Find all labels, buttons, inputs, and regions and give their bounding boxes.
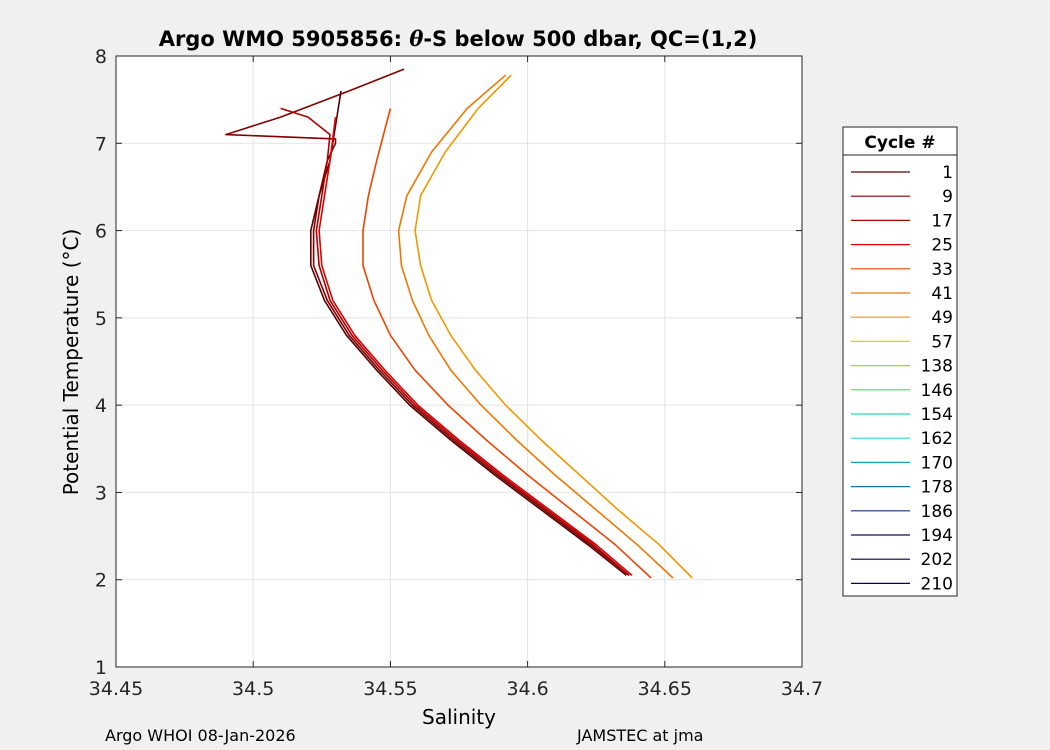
legend: Cycle # 1 9 17 25 33 41 49 57 138 146 154 162 170 178… xyxy=(842,126,958,597)
x-tick-label: 34.6 xyxy=(506,678,548,700)
y-tick-label: 5 xyxy=(95,308,107,330)
x-tick-label: 34.55 xyxy=(363,678,417,700)
y-tick-label: 3 xyxy=(95,482,107,504)
legend-label-1: 1 xyxy=(942,163,953,183)
legend-label-186: 186 xyxy=(921,502,953,522)
legend-label-154: 154 xyxy=(921,405,953,425)
x-axis-label: Salinity xyxy=(422,705,496,729)
y-tick-label: 1 xyxy=(95,657,107,679)
y-tick-label: 2 xyxy=(95,570,107,592)
legend-label-41: 41 xyxy=(931,284,953,304)
x-tick-label: 34.45 xyxy=(89,678,143,700)
series-line-cycle-49 xyxy=(414,74,693,579)
legend-title: Cycle # xyxy=(864,133,935,153)
legend-label-138: 138 xyxy=(921,357,953,377)
x-tick-label: 34.65 xyxy=(638,678,692,700)
y-tick-label: 7 xyxy=(95,133,107,155)
legend-label-202: 202 xyxy=(921,550,953,570)
y-axis-label: Potential Temperature (°C) xyxy=(59,229,83,496)
legend-label-57: 57 xyxy=(931,332,953,352)
legend-label-49: 49 xyxy=(931,308,953,328)
legend-box xyxy=(842,126,958,597)
title-prefix: Argo WMO 5905856: xyxy=(159,27,410,51)
x-ticks: 34.45 34.5 34.55 34.6 34.65 34.7 xyxy=(89,56,823,700)
footer-right: JAMSTEC at jma xyxy=(577,726,704,745)
chart-title: Argo WMO 5905856: θ-S below 500 dbar, QC… xyxy=(159,26,758,51)
legend-items: 1 9 17 25 33 41 49 57 138 146 154 162 170 178 186 194 20… xyxy=(851,163,953,594)
y-tick-label: 8 xyxy=(95,46,107,68)
legend-label-210: 210 xyxy=(921,574,953,594)
legend-label-17: 17 xyxy=(931,211,953,231)
series-line-cycle-25 xyxy=(318,116,633,577)
y-ticks: 1 2 3 4 5 6 7 8 xyxy=(95,46,802,679)
footer-left: Argo WHOI 08-Jan-2026 xyxy=(105,726,296,745)
x-tick-label: 34.7 xyxy=(781,678,823,700)
legend-label-33: 33 xyxy=(931,260,953,280)
x-tick-label: 34.5 xyxy=(232,678,274,700)
legend-label-170: 170 xyxy=(921,453,953,473)
series-line-cycle-33 xyxy=(362,108,652,579)
y-tick-label: 4 xyxy=(95,395,107,417)
plot-frame xyxy=(115,55,803,668)
title-symbol: θ xyxy=(409,26,423,51)
legend-label-162: 162 xyxy=(921,429,953,449)
title-suffix: -S below 500 dbar, QC=(1,2) xyxy=(423,27,757,51)
data-lines xyxy=(225,68,693,579)
plot-area xyxy=(116,56,802,667)
legend-label-194: 194 xyxy=(921,526,953,546)
series-line-cycle-41 xyxy=(397,74,674,579)
legend-label-178: 178 xyxy=(921,478,953,498)
legend-label-9: 9 xyxy=(942,187,953,207)
y-tick-label: 6 xyxy=(95,221,107,243)
legend-label-146: 146 xyxy=(921,381,953,401)
series-line-cycle-17 xyxy=(280,107,630,577)
legend-label-25: 25 xyxy=(931,236,953,256)
series-line-cycle-9 xyxy=(225,68,630,577)
